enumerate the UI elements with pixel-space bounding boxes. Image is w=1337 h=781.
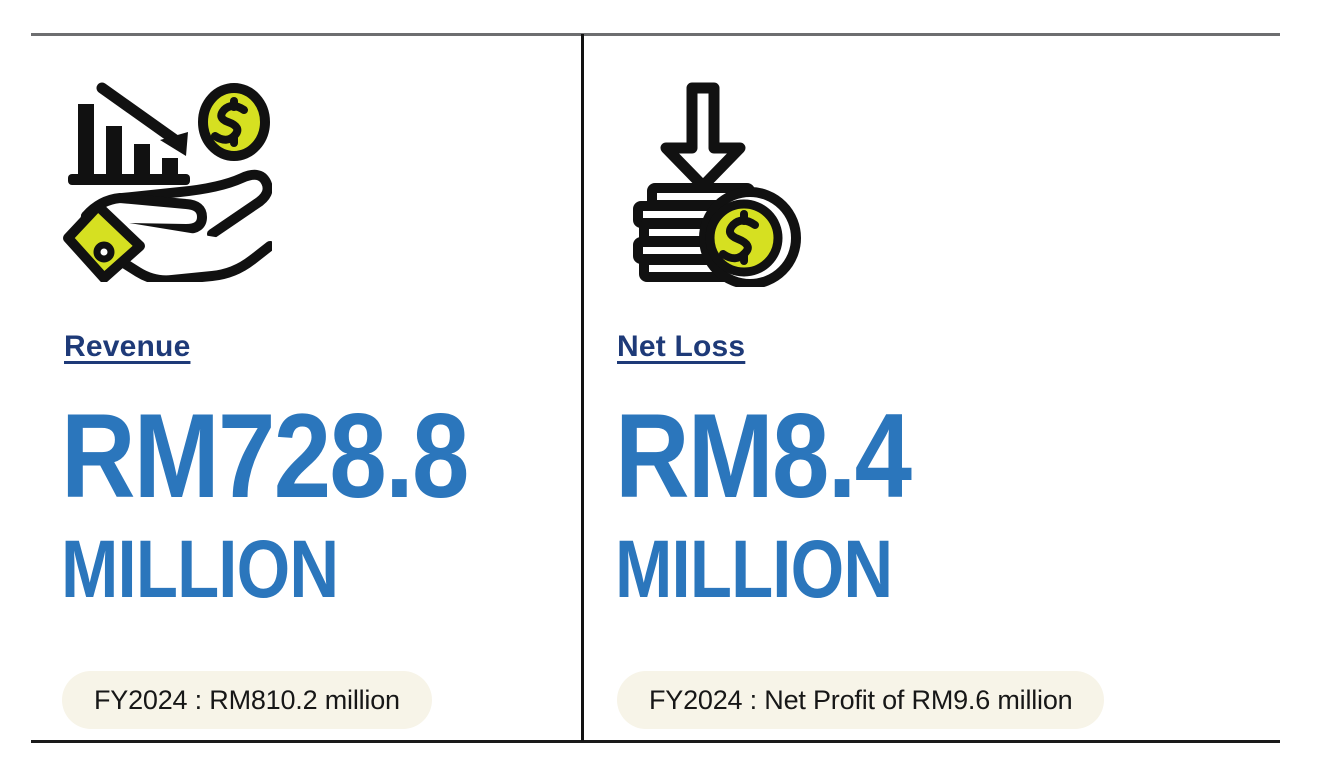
- metric-label-net-loss: Net Loss: [617, 330, 746, 363]
- panel-vertical-divider: [581, 34, 584, 741]
- bottom-divider-rule: [31, 740, 1280, 743]
- hand-holding-declining-chart-coin-icon: [62, 82, 275, 287]
- metric-unit-net-loss: MILLION: [615, 524, 893, 615]
- comparison-text-net-loss: FY2024 : Net Profit of RM9.6 million: [649, 684, 1073, 715]
- top-divider-rule: [31, 33, 1280, 36]
- metric-label-revenue: Revenue: [64, 330, 191, 363]
- metric-unit-revenue: MILLION: [61, 524, 339, 615]
- revenue-panel: Revenue RM728.8 MILLION FY2024 : RM810.2…: [31, 34, 581, 740]
- arrow-down-coin-stack-icon: [628, 82, 808, 292]
- net-loss-panel: Net Loss RM8.4 MILLION FY2024 : Net Prof…: [584, 34, 1280, 740]
- metric-value-net-loss: RM8.4: [615, 389, 912, 523]
- comparison-pill-net-loss: FY2024 : Net Profit of RM9.6 million: [617, 671, 1105, 729]
- comparison-pill-revenue: FY2024 : RM810.2 million: [62, 671, 432, 729]
- comparison-text-revenue: FY2024 : RM810.2 million: [94, 684, 400, 715]
- metric-value-revenue: RM728.8: [61, 389, 469, 523]
